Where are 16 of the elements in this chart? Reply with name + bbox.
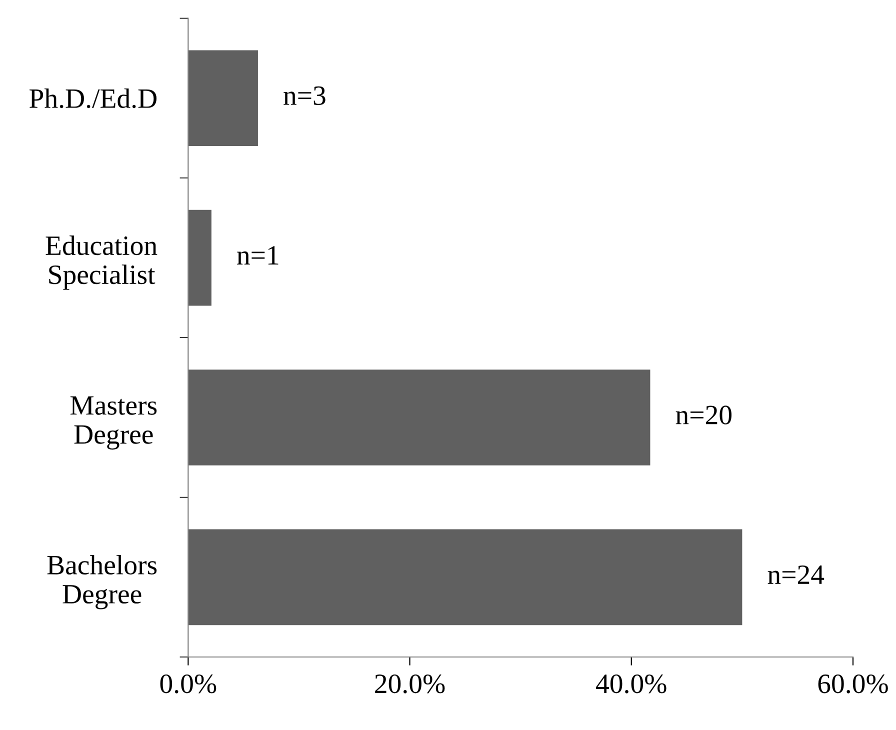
y-tick-label: Bachelors Degree [47,554,157,610]
x-tick-label: 0.0% [160,674,216,694]
bar [188,529,742,626]
x-tick-label: 40.0% [596,674,666,694]
y-tick-label: Masters Degree [70,396,157,450]
x-tick-label: 20.0% [375,674,445,694]
bar [188,370,650,466]
annotation: n=1 [237,246,278,264]
x-tick-label: 60.0% [818,674,888,694]
annotation: n=20 [676,406,732,424]
bar [188,50,258,146]
bar [188,210,212,306]
y-tick-label: Education Specialist [46,236,158,290]
annotation: n=3 [284,86,326,106]
y-tick-label: Ph.D./Ed.D [30,88,156,108]
annotation: n=24 [768,565,824,584]
